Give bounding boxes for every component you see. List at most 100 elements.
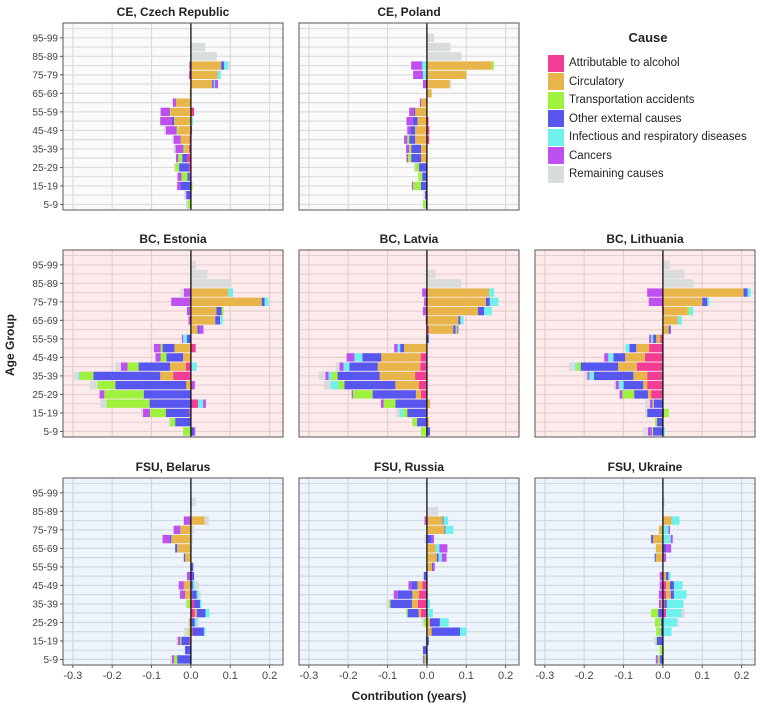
x-tick-label: -0.2 [339, 670, 358, 682]
bar-segment [73, 371, 79, 381]
bar-segment [160, 343, 163, 353]
x-tick-label: -0.3 [535, 670, 554, 682]
legend-label: Attributable to alcohol [569, 57, 680, 70]
bar-segment [659, 581, 663, 590]
bar-segment [174, 343, 191, 353]
bar-segment [651, 608, 659, 618]
bar-segment [175, 544, 178, 553]
y-tick-label: 65-69 [32, 89, 58, 100]
bar-segment [662, 581, 667, 590]
panel-background [299, 23, 519, 210]
bar-segment [372, 390, 416, 399]
y-tick-label: 65-69 [32, 544, 58, 555]
panel-border [62, 22, 284, 211]
bar-segment [459, 627, 467, 636]
bar-segment [185, 200, 188, 209]
bar-segment [415, 135, 427, 144]
legend-item-external: Other external causes [548, 110, 758, 129]
bar-segment [190, 297, 262, 307]
bar-segment [430, 618, 440, 627]
bar-segment [651, 334, 654, 344]
bar-segment [171, 534, 191, 544]
bar-segment [636, 362, 663, 371]
bar-segment [442, 516, 444, 525]
bar-segment [422, 70, 427, 80]
bar-segment [172, 655, 174, 664]
y-tick-label: 15-19 [32, 408, 58, 419]
bar-segment [428, 325, 454, 334]
bar-segment [190, 618, 195, 627]
y-tick-label: 15-19 [32, 636, 58, 647]
bar-segment [707, 297, 710, 307]
bar-segment [673, 590, 687, 599]
bar-segment [424, 636, 427, 646]
x-axis-title: Contribution (years) [352, 689, 467, 703]
bar-segment [417, 599, 427, 609]
bar-segment [397, 343, 401, 353]
bar-segment [664, 408, 669, 418]
bar-segment [608, 353, 614, 362]
bar-segment [389, 599, 391, 609]
bar-segment [181, 172, 188, 181]
bar-segment [647, 427, 652, 436]
panel-title: FSU, Belarus [136, 460, 211, 474]
panel-border [62, 477, 284, 666]
bar-segment [413, 181, 422, 191]
bar-segment [689, 306, 694, 316]
x-tick-label: -0.1 [614, 670, 633, 682]
bar-segment [173, 525, 181, 535]
y-tick-label: 35-39 [32, 144, 58, 155]
bar-segment [422, 581, 427, 590]
bar-segment [104, 390, 144, 399]
bar-segment [666, 599, 684, 609]
bar-segment [647, 408, 663, 418]
bar-segment [183, 581, 191, 590]
bar-segment [619, 390, 623, 399]
bar-segment [426, 306, 479, 316]
bar-segment [662, 516, 672, 525]
bar-segment [460, 316, 464, 325]
bar-segment [190, 525, 195, 535]
bar-segment [662, 534, 671, 544]
bar-segment [214, 79, 219, 89]
bar-segment [580, 362, 619, 371]
bar-segment [659, 571, 663, 581]
bar-segment [178, 126, 191, 135]
panel-title: FSU, Ukraine [608, 460, 683, 474]
bar-segment [165, 126, 177, 135]
bar-segment [175, 163, 180, 172]
bar-segment [594, 371, 634, 381]
y-axis-title: Age Group [3, 314, 17, 376]
bar-segment [413, 163, 416, 172]
legend-item-remaining: Remaining causes [548, 165, 758, 184]
bar-segment [431, 534, 434, 544]
bar-segment [175, 153, 179, 163]
bar-segment [419, 590, 427, 599]
x-tick-label: 0.1 [695, 670, 710, 682]
bar-segment [666, 571, 669, 581]
bar-segment [426, 70, 467, 80]
bar-segment [189, 636, 191, 646]
bar-segment [162, 534, 170, 544]
bar-segment [662, 590, 667, 599]
bar-segment [623, 380, 644, 390]
bar-segment [660, 627, 663, 636]
bar-segment [190, 343, 196, 353]
bar-segment [181, 334, 184, 344]
bar-segment [337, 371, 380, 381]
bar-segment [190, 70, 218, 80]
bar-segment [175, 144, 184, 154]
bar-segment [647, 390, 652, 399]
bar-segment [185, 362, 191, 371]
bar-segment [424, 191, 427, 200]
x-tick-label: 0.1 [459, 670, 474, 682]
bar-segment [99, 390, 105, 399]
panel-border [62, 249, 284, 438]
bar-segment [142, 408, 150, 418]
bar-segment [584, 371, 588, 381]
bar-segment [424, 516, 427, 525]
bar-segment [190, 362, 197, 371]
bar-segment [189, 135, 191, 144]
panel-title: BC, Estonia [139, 232, 207, 246]
bar-segment [662, 325, 669, 334]
